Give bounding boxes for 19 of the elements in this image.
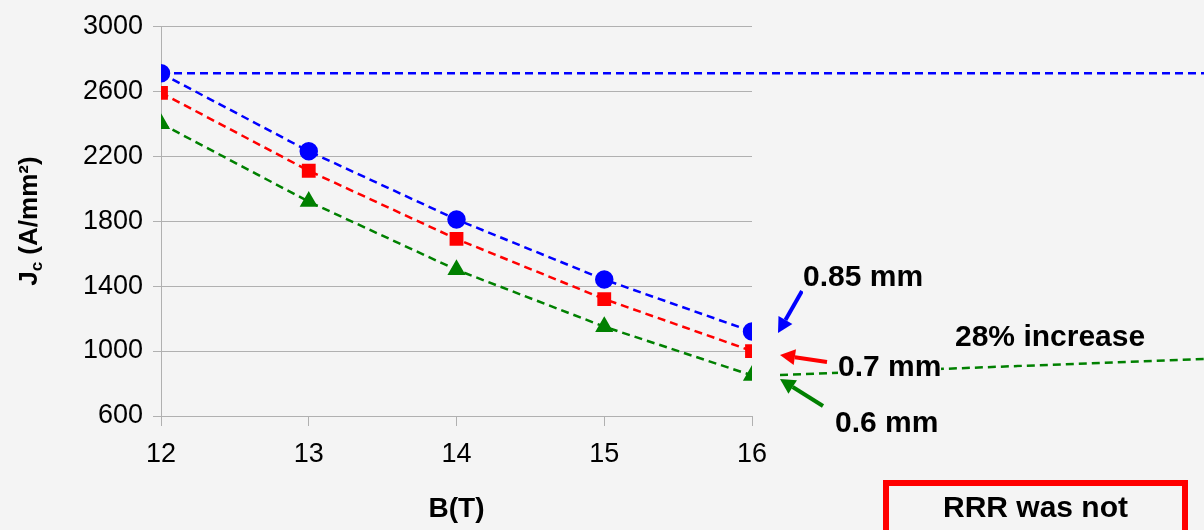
x-tick-label: 15 — [589, 437, 620, 468]
x-tick-label: 16 — [736, 437, 768, 468]
text: RRR was not — [883, 480, 1188, 530]
y-tick-label: 1400 — [82, 269, 143, 300]
y-axis-title: Jc (A/mm²) — [13, 156, 46, 286]
y-tick-label: 1800 — [82, 204, 143, 235]
x-axis-title: B(T) — [428, 491, 485, 523]
x-tick-label: 13 — [293, 437, 324, 468]
y-tick-label: 600 — [97, 399, 143, 430]
y-tick-label: 2200 — [82, 139, 143, 170]
x-tick-label: 14 — [441, 437, 472, 468]
text: 28% increase — [955, 319, 1146, 354]
y-tick-label: 1000 — [82, 334, 143, 365]
y-tick-label: 3000 — [82, 9, 143, 40]
y-tick-label: 2600 — [82, 74, 143, 105]
legend-label: 0.7 mm — [838, 348, 942, 385]
text: 0.6 mm — [835, 404, 939, 441]
x-tick-label: 12 — [145, 437, 177, 468]
series-label: 0.85 mm — [803, 257, 924, 294]
